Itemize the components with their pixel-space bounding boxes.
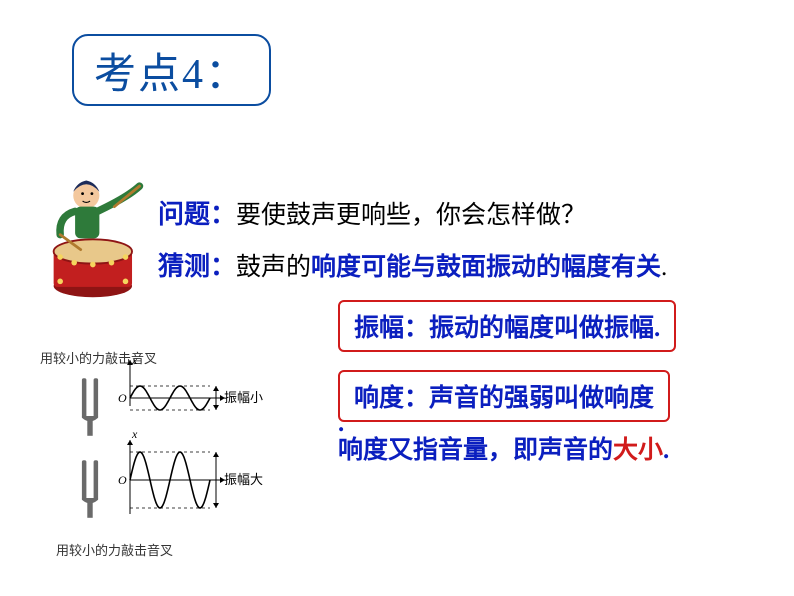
loudness-explain: 响度又指音量，即声音的大小. xyxy=(338,430,669,466)
guess-prefix: 鼓声的 xyxy=(236,247,311,283)
svg-text:x: x xyxy=(131,427,138,441)
drummer-illustration xyxy=(40,160,155,300)
question-text: 要使鼓声更响些，你会怎样做？ xyxy=(236,195,586,231)
guess-suffix: . xyxy=(661,254,667,282)
title-text: 考点4： xyxy=(94,40,249,101)
definition-amplitude: 振幅：振动的幅度叫做振幅. xyxy=(338,300,676,352)
line3-red: 大小 xyxy=(613,437,663,464)
line3-blue: 响度又指音量，即声音的 xyxy=(338,437,613,464)
svg-text:O: O xyxy=(118,391,127,405)
def1-text: 振幅：振动的幅度叫做振幅. xyxy=(354,315,660,342)
svg-text:O: O xyxy=(118,473,127,487)
guess-label: 猜测： xyxy=(158,246,236,283)
svg-text:振幅小: 振幅小 xyxy=(224,390,263,405)
wave-diagram: Ox 振幅小 Ox 振幅大 xyxy=(40,350,320,560)
svg-text:x: x xyxy=(131,353,138,367)
question-row: 问题： 要使鼓声更响些，你会怎样做？ xyxy=(158,194,586,231)
title-box: 考点4： xyxy=(72,34,271,106)
svg-text:振幅大: 振幅大 xyxy=(224,472,263,487)
guess-highlight: 响度可能与鼓面振动的幅度有关 xyxy=(311,247,661,283)
guess-row: 猜测： 鼓声的 响度可能与鼓面振动的幅度有关 . xyxy=(158,246,667,283)
line3-end: . xyxy=(663,437,669,464)
def2-text: 响度：声音的强弱叫做响度 xyxy=(354,385,654,412)
definition-loudness: 响度：声音的强弱叫做响度 xyxy=(338,370,670,422)
question-label: 问题： xyxy=(158,194,236,231)
